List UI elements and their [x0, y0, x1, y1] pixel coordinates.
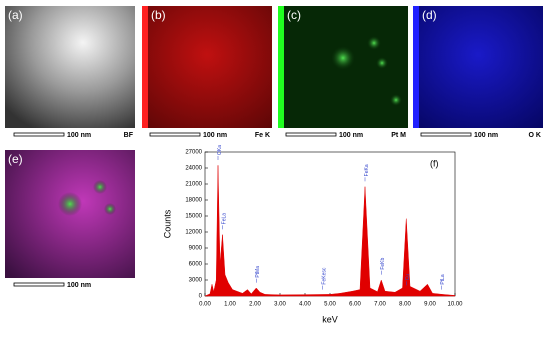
x-tick-label: 10.00 [447, 302, 463, 308]
color-bar [278, 6, 284, 128]
element-label: BF [124, 132, 134, 139]
plot-frame [204, 151, 456, 297]
y-tick-label: 27000 [185, 150, 202, 156]
pt-particle [93, 180, 107, 194]
scale-label: 100 nm [339, 132, 363, 139]
x-tick-label: 7.00 [374, 302, 386, 308]
y-tick-label: 9000 [189, 246, 203, 252]
x-axis-label: keV [322, 314, 338, 324]
y-tick-label: 24000 [185, 166, 202, 172]
element-label: Fe K [255, 132, 270, 139]
pt-particle [390, 94, 402, 106]
x-tick-label: 5.00 [324, 302, 336, 308]
y-tick-label: 12000 [185, 230, 202, 236]
scale-label: 100 nm [203, 132, 227, 139]
scale-bar [149, 132, 201, 137]
scale-bar [13, 132, 65, 137]
pt-particle [331, 46, 355, 70]
y-tick-label: 18000 [185, 198, 202, 204]
scale-bar [13, 282, 65, 287]
peak-label: Cu [405, 274, 411, 281]
element-label: O K [529, 132, 541, 139]
panel-label: (d) [422, 8, 437, 22]
y-tick-label: 3000 [189, 278, 203, 284]
x-tick-label: 4.00 [299, 302, 311, 308]
o-map [413, 6, 543, 128]
color-bar [142, 6, 148, 128]
peak-label: FeKesc [321, 267, 327, 284]
panel-label: (a) [8, 8, 23, 22]
panel-label: (c) [287, 8, 301, 22]
spectrum [204, 165, 456, 297]
y-axis-label: Counts [162, 209, 172, 238]
scale-bar [420, 132, 472, 137]
pt-particle [104, 203, 116, 215]
fe-map [142, 6, 272, 128]
x-tick-label: 9.00 [424, 302, 436, 308]
pt-particle [376, 57, 388, 69]
x-tick-label: 2.00 [249, 302, 261, 308]
peak-label: PtMa [255, 266, 261, 278]
scale-label: 100 nm [67, 282, 91, 289]
scale-bars [13, 132, 472, 287]
y-tick-label: 21000 [185, 182, 202, 188]
panel-label: (f) [430, 158, 439, 168]
peak-label: FeKb [380, 257, 386, 269]
peak-label: OKa [217, 145, 223, 155]
color-bar [413, 6, 419, 128]
x-tick-label: 8.00 [399, 302, 411, 308]
peak-label: FeLa [221, 213, 227, 225]
element-label: Pt M [391, 132, 406, 139]
peak-label: PtLa [440, 274, 446, 285]
peak-label: FeKa [364, 164, 370, 176]
y-tick-label: 6000 [189, 262, 203, 268]
scale-label: 100 nm [474, 132, 498, 139]
y-tick-label: 0 [199, 294, 203, 300]
pt-particle [58, 192, 82, 216]
y-tick-label: 15000 [185, 214, 202, 220]
x-tick-label: 6.00 [349, 302, 361, 308]
bf-image [5, 6, 135, 128]
panel-label: (b) [151, 8, 166, 22]
pt-particle [367, 36, 381, 50]
scale-label: 100 nm [67, 132, 91, 139]
panel-label: (e) [8, 152, 23, 166]
scale-bar [285, 132, 337, 137]
x-tick-label: 3.00 [274, 302, 286, 308]
x-tick-label: 0.00 [199, 302, 211, 308]
x-tick-label: 1.00 [224, 302, 236, 308]
